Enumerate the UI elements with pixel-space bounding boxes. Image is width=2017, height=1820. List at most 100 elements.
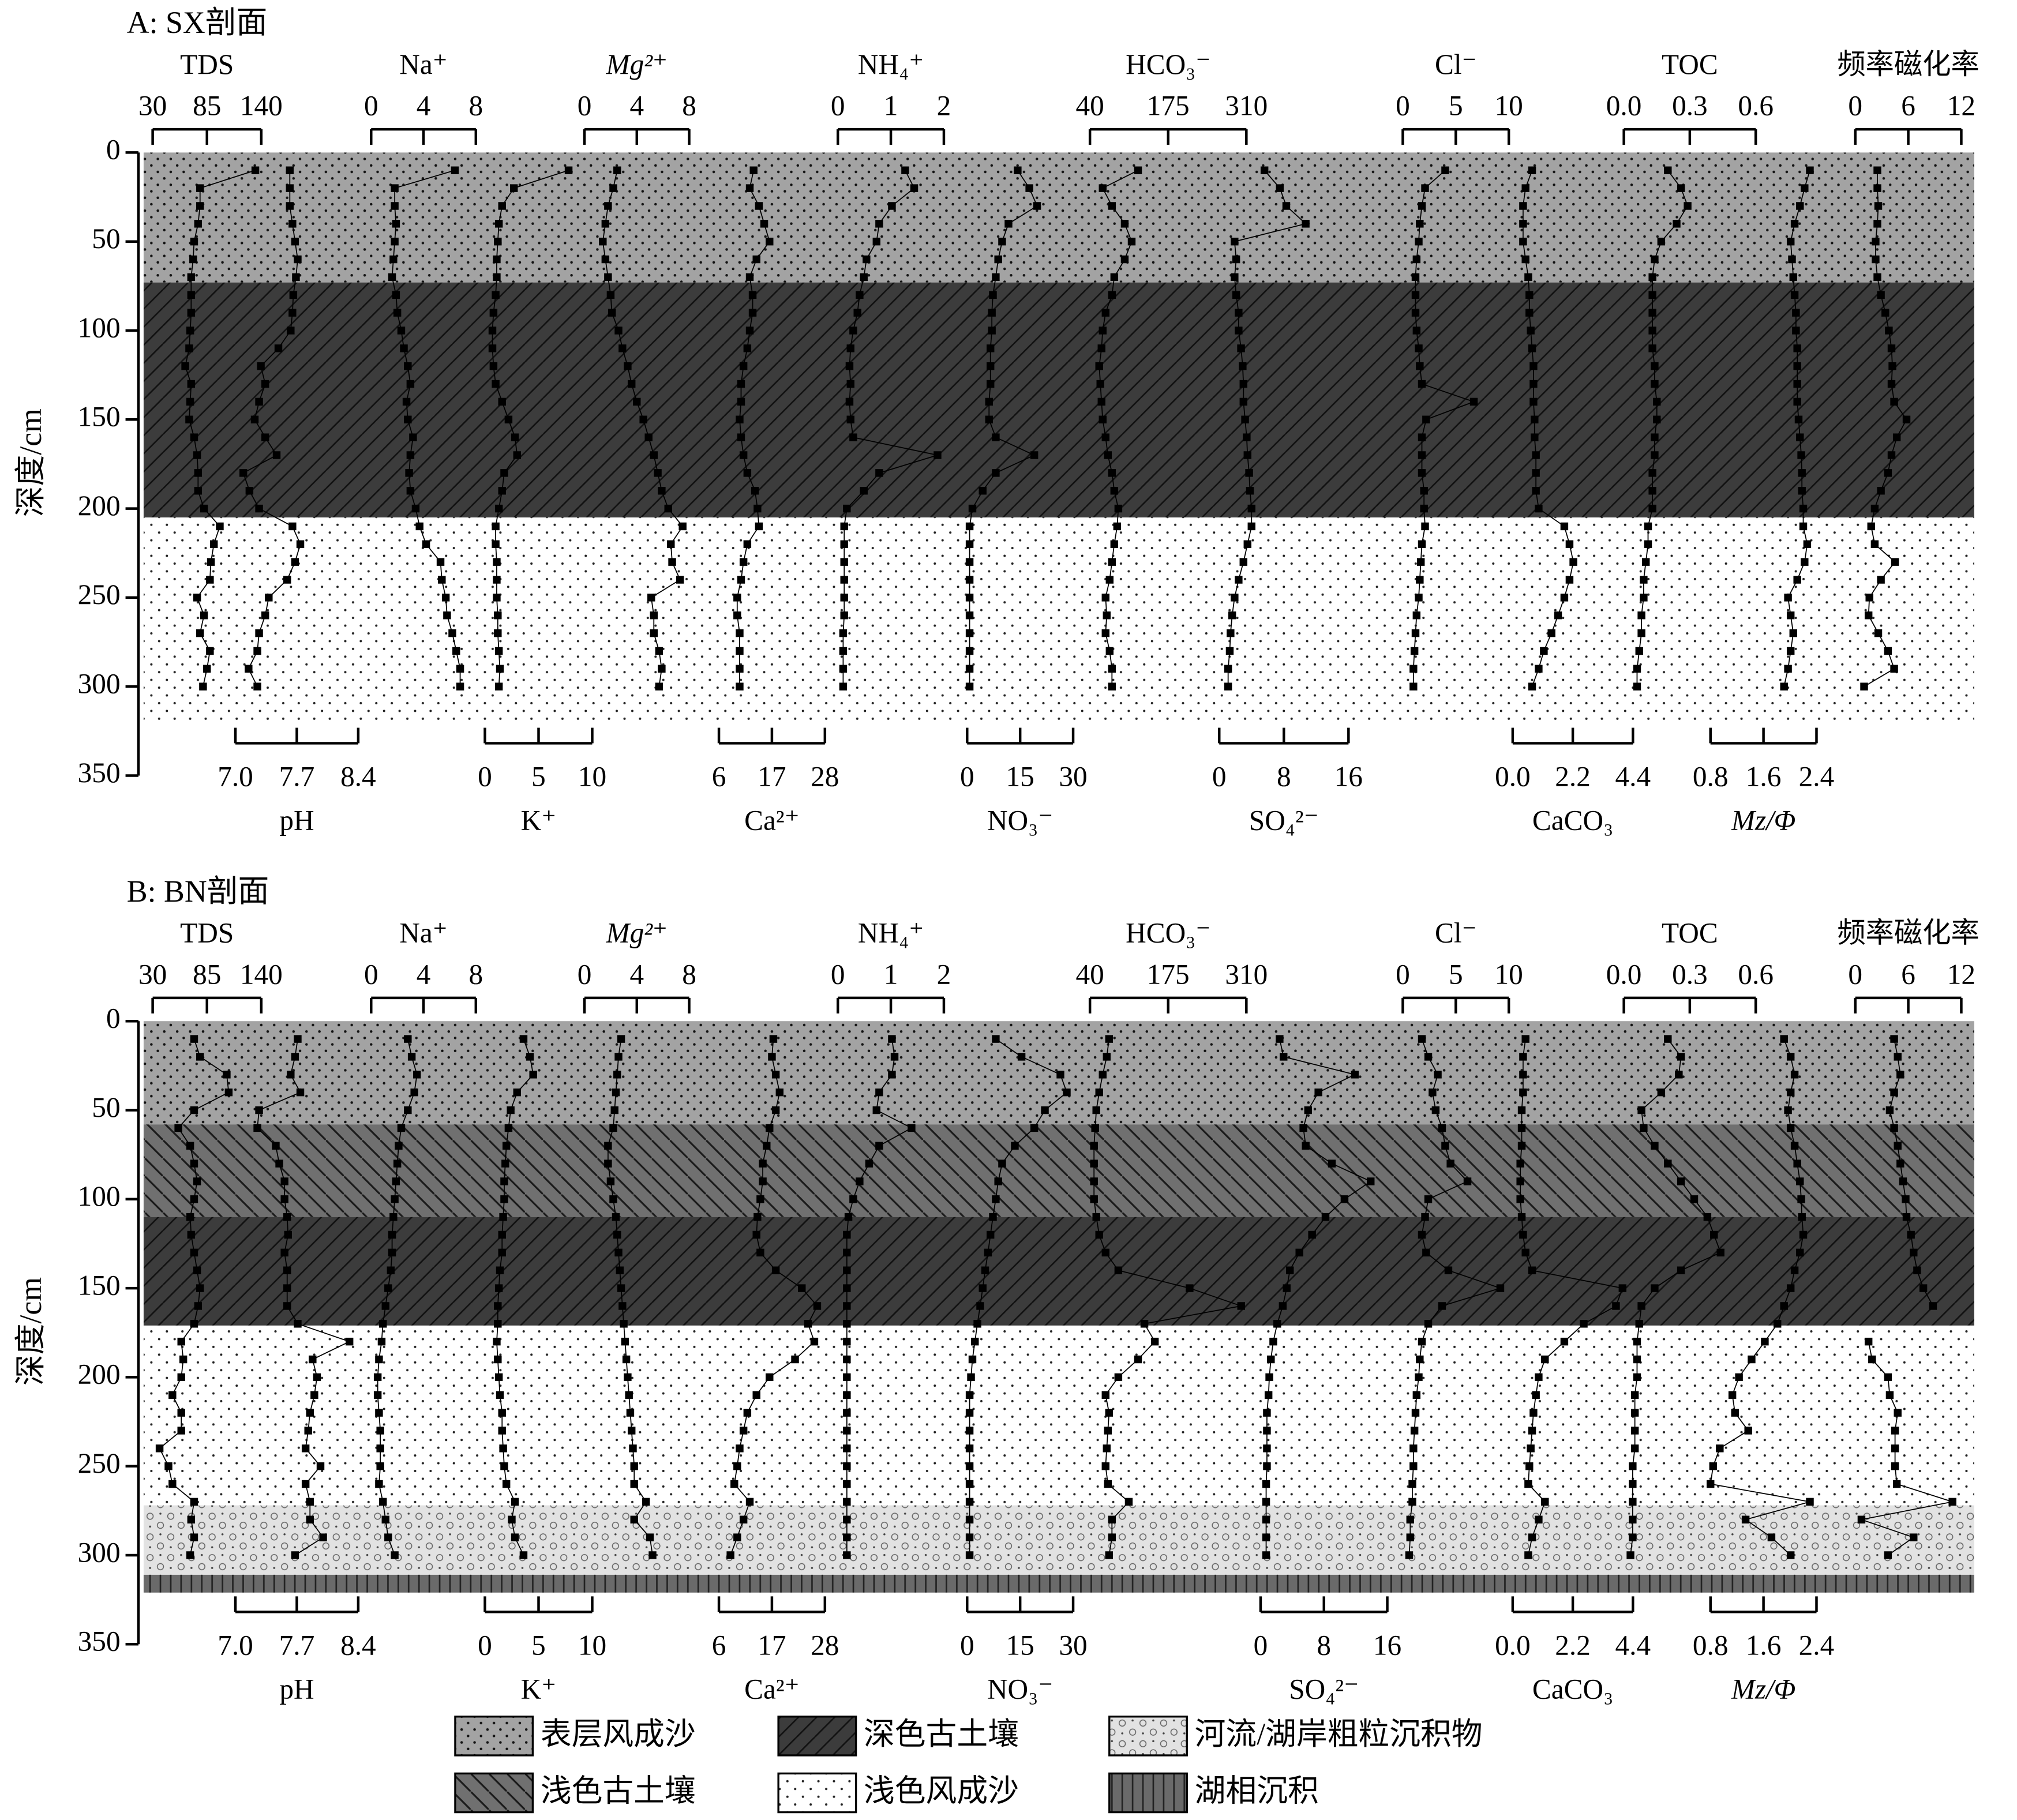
- x-tick-label: 0: [478, 760, 492, 792]
- data-point: [1528, 682, 1536, 691]
- data-point: [843, 1480, 851, 1488]
- data-point: [564, 166, 573, 174]
- data-point: [185, 344, 193, 352]
- data-point: [187, 273, 196, 282]
- data-point: [1891, 558, 1899, 566]
- track-name: Na⁺: [399, 917, 447, 949]
- data-point: [415, 522, 423, 531]
- data-point: [1792, 309, 1800, 317]
- x-tick-label: 10: [1495, 958, 1523, 990]
- data-point: [1910, 1533, 1918, 1541]
- data-point: [978, 487, 987, 495]
- track-name: TOC: [1662, 917, 1718, 949]
- x-tick-label: 0: [960, 1629, 974, 1661]
- data-point: [1420, 487, 1428, 495]
- data-point: [496, 1266, 504, 1274]
- data-point: [164, 1462, 173, 1470]
- data-point: [613, 166, 621, 174]
- data-point: [502, 1142, 511, 1150]
- data-point: [261, 433, 269, 441]
- x-tick-label: 85: [193, 90, 221, 122]
- data-point: [253, 682, 261, 691]
- data-point: [1235, 576, 1243, 584]
- data-point: [289, 291, 298, 299]
- data-point: [1651, 1284, 1659, 1292]
- data-point: [255, 397, 263, 406]
- data-point: [216, 522, 224, 531]
- data-point: [1864, 611, 1873, 620]
- data-point: [406, 451, 415, 459]
- data-point: [1418, 540, 1426, 549]
- data-point: [676, 576, 684, 584]
- data-point: [1063, 1088, 1071, 1097]
- x-tick-label: 40: [1076, 90, 1104, 122]
- data-point: [1790, 1266, 1799, 1274]
- data-point: [492, 522, 500, 531]
- data-point: [1431, 1106, 1440, 1114]
- data-point: [441, 594, 450, 602]
- data-point: [1892, 1480, 1901, 1488]
- y-tick-label: 0: [106, 1003, 121, 1034]
- data-point: [1103, 1444, 1111, 1453]
- data-point: [1677, 1177, 1685, 1185]
- x-tick-label: 0.8: [1693, 1629, 1729, 1661]
- x-tick-label: 4: [629, 90, 644, 122]
- data-point: [200, 504, 208, 513]
- data-point: [840, 611, 848, 620]
- data-point: [376, 1462, 384, 1470]
- data-point: [875, 1088, 883, 1097]
- data-point: [620, 1320, 628, 1328]
- data-point: [1630, 1427, 1639, 1435]
- data-point: [860, 273, 868, 282]
- data-point: [1868, 1355, 1876, 1364]
- data-point: [1127, 237, 1136, 246]
- data-point: [1237, 344, 1245, 352]
- data-point: [1090, 1142, 1098, 1150]
- data-point: [860, 487, 868, 495]
- data-point: [752, 1230, 760, 1239]
- data-point: [494, 1373, 503, 1382]
- data-point: [1793, 362, 1801, 370]
- data-point: [496, 665, 504, 673]
- data-point: [1097, 397, 1105, 406]
- data-point: [494, 1302, 502, 1310]
- data-point: [456, 682, 464, 691]
- x-tick-label: 16: [1334, 760, 1363, 792]
- data-point: [261, 611, 269, 620]
- data-point: [1422, 415, 1430, 424]
- data-point: [992, 1035, 1000, 1043]
- data-point: [391, 1195, 399, 1203]
- data-point: [965, 1391, 974, 1399]
- data-point: [1110, 273, 1119, 282]
- data-point: [965, 576, 974, 584]
- data-point: [856, 1177, 864, 1185]
- data-point: [678, 522, 687, 531]
- data-point: [410, 1088, 418, 1097]
- data-point: [1648, 291, 1656, 299]
- data-point: [1891, 1444, 1899, 1453]
- data-point: [1541, 1355, 1549, 1364]
- data-point: [1540, 647, 1548, 655]
- data-point: [1262, 1515, 1270, 1523]
- data-point: [759, 1177, 767, 1185]
- data-point: [1243, 451, 1251, 459]
- data-point: [986, 344, 995, 352]
- data-point: [1096, 380, 1104, 388]
- data-point: [1793, 1159, 1801, 1168]
- data-point: [1528, 166, 1536, 174]
- data-point: [511, 1533, 519, 1541]
- legend-swatch: [1108, 1772, 1188, 1814]
- track-name: K⁺: [521, 805, 557, 836]
- data-point: [1784, 594, 1792, 602]
- data-point: [1033, 202, 1041, 210]
- data-point: [1865, 594, 1873, 602]
- data-point: [965, 1444, 974, 1453]
- data-point: [1103, 611, 1111, 620]
- data-point: [388, 1230, 396, 1239]
- data-point: [1302, 220, 1310, 228]
- data-point: [965, 522, 974, 531]
- data-point: [1797, 451, 1805, 459]
- y-tick-label: 150: [78, 401, 121, 433]
- data-point: [965, 1427, 974, 1435]
- track-name: Na⁺: [399, 48, 447, 80]
